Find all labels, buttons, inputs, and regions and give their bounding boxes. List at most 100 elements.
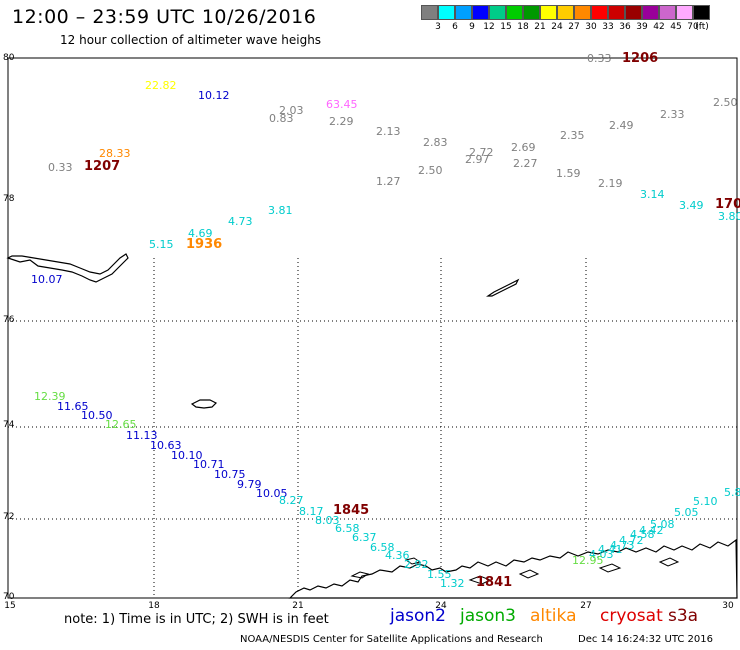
wave-height-value: 3.81 [268,204,293,217]
wave-height-value: 2.27 [513,157,538,170]
wave-height-value: 12.95 [572,554,604,567]
wave-height-value: 8.17 [299,505,324,518]
satellite-name-jason3: jason3 [460,606,516,626]
footer-credit: NOAA/NESDIS Center for Satellite Applica… [240,634,543,645]
lat-label-70: 70 [3,592,15,602]
coastline-northwest [6,253,129,283]
color-swatch [523,5,540,20]
lon-label-30: 30 [722,601,734,611]
map-title: 12:00 – 23:59 UTC 10/26/2016 [12,6,317,28]
color-scale-label: 9 [469,22,475,32]
wave-height-value: 4.72 [619,534,644,547]
coastline-hope-island [486,278,520,297]
wave-height-value: 2.03 [279,104,304,117]
wave-height-value: 4.73 [610,539,635,552]
wave-height-value: 10.75 [214,468,246,481]
wave-height-value: 2.50 [713,96,738,109]
wave-height-value: 10.10 [171,449,203,462]
lat-label-78: 78 [3,194,15,204]
lon-label-24: 24 [435,601,447,611]
color-swatch [421,5,438,20]
wave-height-value: 2.72 [469,146,494,159]
lon-label-15: 15 [4,601,16,611]
wave-height-value: 1.59 [556,167,581,180]
color-scale-label: 42 [653,22,665,32]
wave-height-value: 4.41 [598,543,623,556]
color-scale-label: 70 [687,22,699,32]
color-swatch [438,5,455,20]
wave-height-value: 11.65 [57,400,89,413]
color-swatch [506,5,523,20]
color-scale-label: 39 [636,22,648,32]
lon-label-21: 21 [292,601,304,611]
wave-height-value: 2.29 [329,115,354,128]
wave-height-value: 6.37 [352,531,377,544]
wave-height-value: 8.27 [279,494,304,507]
wave-height-value: 2.19 [598,177,623,190]
wave-height-value: 1.55 [427,568,452,581]
color-swatch [591,5,608,20]
wave-height-value: 5.05 [674,506,699,519]
wave-height-value: 2.35 [560,129,585,142]
track-time-label: 1207 [84,159,121,174]
color-scale-label: (ft) [695,22,709,32]
wave-height-value: 3.80 [718,210,740,223]
wave-height-value: 4.03 [589,548,614,561]
color-scale-label: 15 [500,22,512,32]
color-scale-label: 30 [585,22,597,32]
color-swatch [472,5,489,20]
wave-height-value: 1.32 [440,577,465,590]
color-swatch [489,5,506,20]
wave-height-value: 12.39 [34,390,66,403]
lat-label-76: 76 [3,315,15,325]
wave-height-value: 10.05 [256,487,288,500]
wave-height-value: 2.33 [660,108,685,121]
color-scale-label: 12 [483,22,495,32]
color-swatch [557,5,574,20]
wave-height-value: 12.65 [105,418,137,431]
coastline-svalbard [288,538,738,599]
color-scale-label: 24 [551,22,563,32]
color-scale-label: 45 [670,22,682,32]
wave-height-value: 22.82 [145,79,177,92]
map-subtitle: 12 hour collection of altimeter wave hei… [60,33,322,47]
satellite-name-altika: altika [530,606,577,626]
wave-height-value: 3.14 [640,188,665,201]
wave-height-value: 4.42 [639,524,664,537]
color-swatch [540,5,557,20]
wave-height-value: 5.08 [650,518,675,531]
wave-height-value: 2.69 [511,141,536,154]
color-scale-label: 33 [602,22,614,32]
color-swatch [608,5,625,20]
wave-height-value: 10.63 [150,439,182,452]
map-frame [7,57,738,599]
wave-height-value: 5.8 [724,486,740,499]
color-scale-label: 21 [534,22,546,32]
color-scale-label: 6 [452,22,458,32]
color-scale-label: 18 [517,22,529,32]
wave-height-value: 4.73 [228,215,253,228]
lon-label-27: 27 [580,601,592,611]
color-scale-label: 3 [435,22,441,32]
color-swatch [625,5,642,20]
wave-height-value: 2.92 [404,558,429,571]
track-time-label: 1936 [186,237,223,252]
wave-height-value: 6.58 [335,522,360,535]
wave-height-value: 4.36 [385,549,410,562]
color-swatch [455,5,472,20]
color-swatch [676,5,693,20]
wave-height-value: 4.69 [188,227,213,240]
color-scale-label: 36 [619,22,631,32]
lat-label-74: 74 [3,420,15,430]
note-text: note: 1) Time is in UTC; 2) SWH is in fe… [64,612,329,627]
wave-height-value: 0.33 [587,52,612,65]
footer-timestamp: Dec 14 16:24:32 UTC 2016 [578,634,713,645]
coastline-bear-island [190,399,218,409]
lat-label-72: 72 [3,512,15,522]
longitude-grid [153,258,587,598]
track-time-label: 170 [715,197,740,212]
track-time-label: 1845 [333,503,370,518]
track-time-label: 1206 [622,51,659,66]
wave-height-value: 2.50 [418,164,443,177]
wave-height-value: 6.58 [370,541,395,554]
